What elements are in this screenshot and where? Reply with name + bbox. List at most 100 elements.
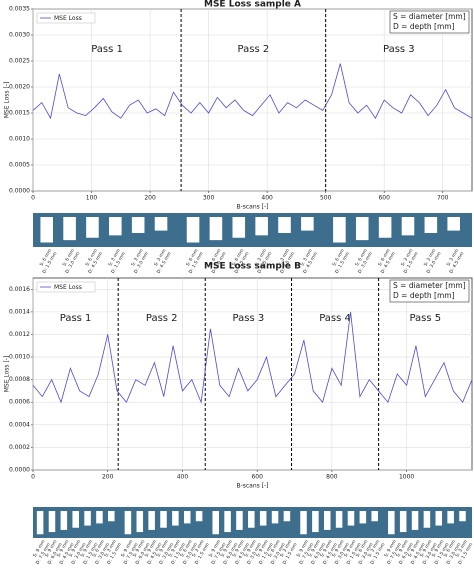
x-tick-label: 200 <box>102 474 114 481</box>
hole <box>108 511 115 522</box>
legend-box <box>36 281 96 293</box>
hole <box>209 217 223 241</box>
pass-label: Pass 1 <box>60 313 92 324</box>
y-tick-label: 0.0020 <box>9 84 30 91</box>
hole <box>355 217 369 241</box>
hole <box>136 511 144 533</box>
legend-label: MSE Loss <box>54 15 82 22</box>
hole <box>255 217 268 236</box>
hole <box>124 511 132 535</box>
x-tick-label: 700 <box>437 195 449 202</box>
pass-label: Pass 2 <box>146 313 178 324</box>
hole <box>312 511 319 533</box>
x-axis-label: B-scans [-] <box>236 204 268 211</box>
hole <box>36 511 44 535</box>
y-tick-label: 0.0005 <box>9 162 30 169</box>
hole <box>347 511 355 526</box>
y-tick-label: 0.0006 <box>9 399 30 406</box>
hole <box>399 511 407 533</box>
pass-label: Pass 1 <box>91 44 123 55</box>
plot-area <box>32 8 473 192</box>
x-tick-label: 300 <box>203 195 215 202</box>
pass-label: Pass 3 <box>383 44 415 55</box>
specimen-band <box>33 213 472 247</box>
hole <box>160 511 167 528</box>
y-axis-label: MSE Loss [-] <box>4 82 11 119</box>
hole <box>172 511 179 526</box>
y-tick-label: 0.0012 <box>9 331 30 338</box>
hole <box>447 217 460 231</box>
hole <box>72 511 79 528</box>
x-tick-label: 400 <box>261 195 273 202</box>
hole <box>96 511 103 524</box>
loss-line <box>32 63 473 120</box>
hole-label: S: 6 mmD: 4.5 mm <box>81 248 103 275</box>
hole <box>224 511 231 533</box>
y-tick-label: 0.0010 <box>9 354 30 361</box>
x-tick-label: 0 <box>31 474 35 481</box>
hole <box>411 511 419 530</box>
hole <box>401 217 415 236</box>
hole <box>248 511 255 528</box>
hole <box>48 511 56 533</box>
hole-label: S: 3 mmD: 3.0 mm <box>420 248 442 275</box>
y-tick-label: 0.0000 <box>9 467 30 474</box>
x-tick-label: 0 <box>31 195 35 202</box>
hole <box>154 217 168 231</box>
x-tick-label: 1000 <box>399 474 414 481</box>
x-tick-label: 100 <box>86 195 98 202</box>
y-tick-label: 0.0002 <box>9 444 30 451</box>
hole <box>423 511 431 528</box>
hole <box>40 217 54 243</box>
annotation: S = diameter [mm] <box>393 281 466 290</box>
hole <box>371 511 378 522</box>
hole <box>109 217 122 236</box>
hole <box>63 217 76 241</box>
hole <box>300 511 307 535</box>
hole-label: S: 6 mmD: 3.0 mm <box>351 248 373 275</box>
pass-label: Pass 5 <box>409 313 441 324</box>
plot-area <box>32 277 473 471</box>
x-tick-label: 600 <box>251 474 263 481</box>
hole <box>435 511 443 526</box>
legend-box <box>36 12 96 24</box>
hole <box>212 511 219 535</box>
hole-label: S: 3 mmD: 3.0 mm <box>127 248 149 275</box>
y-tick-label: 0.0008 <box>9 376 30 383</box>
hole <box>60 511 68 530</box>
x-tick-label: 600 <box>378 195 390 202</box>
hole-label: S: 6 mmD: 1.5 mm <box>36 248 58 275</box>
hole <box>148 511 155 530</box>
hole-label: S: 3 mmD: 1.5 mm <box>397 248 419 275</box>
y-tick-label: 0.0000 <box>9 188 30 195</box>
hole <box>236 511 243 530</box>
hole <box>378 217 392 238</box>
hole <box>459 511 466 522</box>
hole <box>301 217 314 231</box>
y-tick-label: 0.0004 <box>9 421 30 428</box>
hole-label: S: 3 mmD: 4.5 mm <box>443 248 465 275</box>
hole <box>335 511 343 528</box>
hole <box>333 217 346 243</box>
y-axis-label: MSE Loss [-] <box>4 356 11 393</box>
hole <box>278 217 291 233</box>
annotation: S = diameter [mm] <box>393 12 466 21</box>
hole-label: S: 6 mmD: 3.0 mm <box>59 248 81 275</box>
annotation: D = depth [mm] <box>393 291 455 300</box>
y-tick-label: 0.0035 <box>9 6 30 13</box>
hole <box>388 511 395 535</box>
hole <box>424 217 438 233</box>
hole <box>84 511 91 526</box>
x-tick-label: 800 <box>326 474 338 481</box>
hole <box>86 217 99 238</box>
pass-label: Pass 2 <box>238 44 270 55</box>
hole <box>259 511 267 526</box>
hole-label: S: 6 mmD: 1.5 mm <box>328 248 350 275</box>
hole <box>323 511 331 530</box>
annotation: D = depth [mm] <box>393 22 455 31</box>
x-tick-label: 200 <box>144 195 156 202</box>
pass-label: Pass 3 <box>233 313 265 324</box>
hole-label: S: 3 mmD: 4.5 mm <box>150 248 172 275</box>
y-tick-label: 0.0014 <box>9 308 30 315</box>
